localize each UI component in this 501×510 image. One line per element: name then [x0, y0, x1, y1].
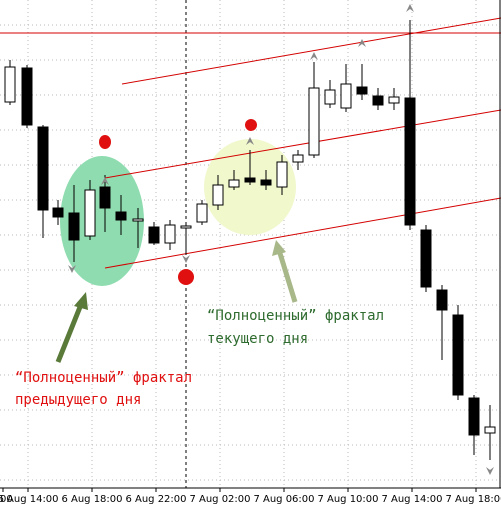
- candle-body: [99, 186, 111, 209]
- x-tick-label: 6 Aug 18:00: [61, 494, 122, 505]
- current-fractal-highlight: [204, 139, 296, 235]
- arrow-head: [272, 240, 286, 256]
- x-tick-label: 7 Aug 06:00: [253, 494, 314, 505]
- candle-body: [420, 229, 432, 288]
- x-tick-label: 7 Aug 14:00: [381, 494, 442, 505]
- fractal-arrow: [101, 177, 109, 185]
- candle-body: [308, 87, 320, 156]
- x-tick-label: 6 Aug 22:00: [125, 494, 186, 505]
- channel-middle: [104, 109, 501, 179]
- candle-body: [452, 314, 464, 396]
- fractal-arrow: [406, 4, 414, 12]
- candle-body: [132, 218, 144, 222]
- candles: [4, 4, 496, 475]
- candle-body: [228, 179, 240, 188]
- candle-body: [180, 225, 192, 229]
- arrow-head: [74, 292, 88, 310]
- fractal-dot: [245, 119, 257, 131]
- x-tick-label: 00: [0, 494, 13, 505]
- x-tick-label: 6 Aug 14:00: [0, 494, 59, 505]
- candle-body: [404, 97, 416, 226]
- arrow-current: [276, 249, 298, 303]
- candle-body: [84, 189, 96, 237]
- fractal-arrow: [182, 255, 190, 263]
- previous-fractal-highlight: [60, 156, 144, 286]
- fractal-dot: [99, 135, 111, 149]
- annotation: “Полноценный” фрактал: [207, 308, 384, 324]
- candle-body: [468, 397, 480, 436]
- candle-body: [436, 289, 448, 311]
- candle-body: [52, 207, 64, 218]
- candle-body: [324, 89, 336, 105]
- candle-body: [115, 211, 127, 221]
- candle-body: [292, 154, 304, 163]
- arrow-previous: [55, 301, 85, 363]
- candle-body: [340, 83, 352, 109]
- candle-body: [484, 426, 496, 434]
- candle-body: [37, 126, 49, 211]
- annotation: “Полноценный” фрактал: [15, 370, 192, 386]
- x-tick-label: 7 Aug 10:00: [317, 494, 378, 505]
- candle-body: [372, 95, 384, 106]
- candle-body: [212, 184, 224, 206]
- x-tick-label: 7 Aug 02:00: [189, 494, 250, 505]
- candle-body: [244, 177, 256, 183]
- grid: [0, 0, 500, 488]
- fractal-arrow: [310, 52, 318, 60]
- candle-body: [4, 66, 16, 103]
- candle-body: [260, 179, 272, 186]
- candle-body: [276, 161, 288, 188]
- fractal-arrow: [486, 467, 494, 475]
- fractal-arrow: [68, 265, 76, 273]
- channel-lower: [104, 197, 501, 269]
- annotation: предыдущего дня: [15, 392, 141, 408]
- candle-body: [21, 67, 33, 126]
- candle-body: [68, 212, 80, 241]
- candle-body: [196, 203, 208, 223]
- candle-body: [148, 226, 160, 244]
- candle-body: [388, 96, 400, 104]
- fractal-arrow: [246, 137, 254, 145]
- x-tick-label: 7 Aug 18:00: [445, 494, 501, 505]
- fractal-arrow: [358, 39, 366, 47]
- fractal-dot: [178, 269, 194, 285]
- annotation: текущего дня: [207, 331, 308, 347]
- candle-body: [164, 224, 176, 244]
- channel-upper: [121, 17, 501, 85]
- candle-body: [356, 86, 368, 95]
